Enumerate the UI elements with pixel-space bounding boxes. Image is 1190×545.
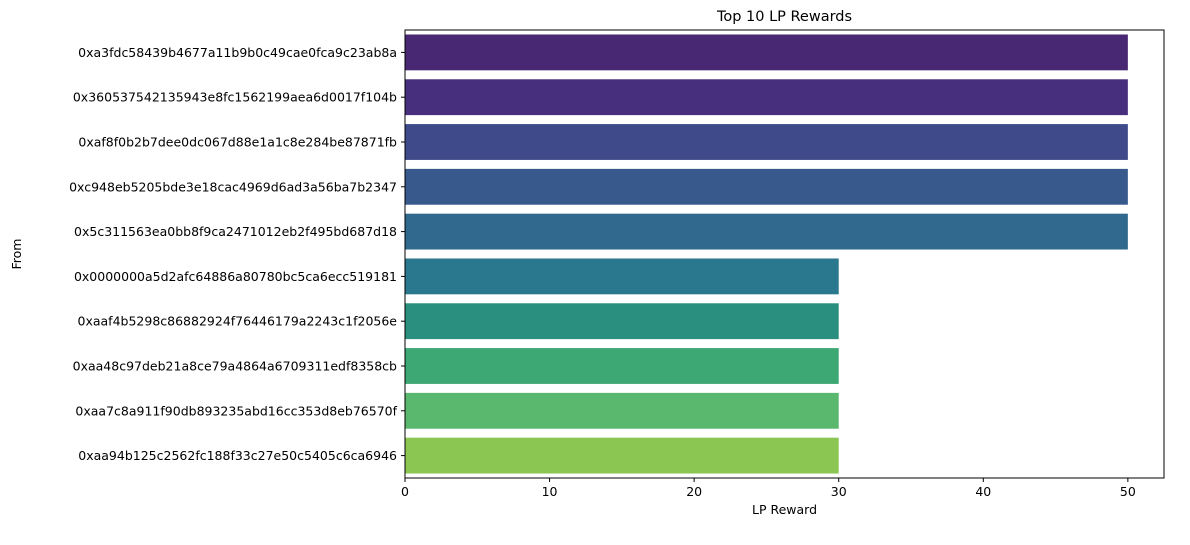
x-tick-labels: 0 10 20 30 40 50: [401, 478, 1136, 499]
y-tick-label: 0xaa7c8a911f90db893235abd16cc353d8eb7657…: [75, 403, 397, 418]
bar: [405, 34, 1128, 71]
bar: [405, 437, 839, 474]
y-tick-label: 0xaa48c97deb21a8ce79a4864a6709311edf8358…: [73, 359, 397, 374]
bar: [405, 392, 839, 429]
y-tick-labels: 0xa3fdc58439b4677a11b9b0c49cae0fca9c23ab…: [69, 45, 405, 463]
y-tick-label: 0x360537542135943e8fc1562199aea6d0017f10…: [73, 90, 397, 105]
x-tick-label: 10: [542, 484, 558, 499]
bar: [405, 258, 839, 295]
chart-title: Top 10 LP Rewards: [716, 9, 852, 25]
y-axis-label: From: [9, 239, 24, 270]
x-tick-label: 40: [975, 484, 991, 499]
y-tick-label: 0xaa94b125c2562fc188f33c27e50c5405c6ca69…: [78, 448, 397, 463]
y-tick-label: 0xa3fdc58439b4677a11b9b0c49cae0fca9c23ab…: [78, 45, 397, 60]
x-tick-label: 50: [1120, 484, 1136, 499]
x-tick-label: 0: [401, 484, 409, 499]
bar: [405, 303, 839, 340]
bar: [405, 124, 1128, 160]
bar: [405, 168, 1128, 205]
y-tick-label: 0xaaf4b5298c86882924f76446179a2243c1f205…: [78, 314, 398, 329]
y-tick-label: 0x0000000a5d2afc64886a80780bc5ca6ecc5191…: [74, 269, 397, 284]
y-tick-label: 0xaf8f0b2b7dee0dc067d88e1a1c8e284be87871…: [78, 135, 397, 150]
y-tick-label: 0x5c311563ea0bb8f9ca2471012eb2f495bd687d…: [74, 224, 397, 239]
bar: [405, 348, 839, 384]
x-tick-label: 30: [831, 484, 847, 499]
bar: [405, 79, 1128, 116]
x-axis-label: LP Reward: [752, 502, 817, 517]
plot-frame: [404, 29, 1165, 479]
x-tick-label: 20: [686, 484, 702, 499]
bars-group: [405, 34, 1128, 474]
y-tick-label: 0xc948eb5205bde3e18cac4969d6ad3a56ba7b23…: [69, 179, 397, 194]
bar: [405, 213, 1128, 250]
